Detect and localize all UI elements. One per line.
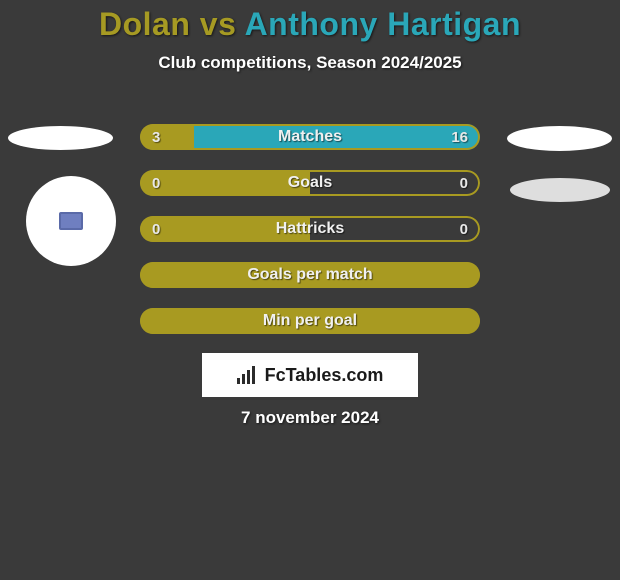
avatar-placeholder-left-1 (8, 126, 113, 150)
comparison-bars: 316Matches 00Goals 00Hattricks Goals per ma… (140, 124, 480, 354)
bar-row: 00Goals (140, 170, 480, 196)
avatar-placeholder-right-2 (510, 178, 610, 202)
bar-label: Matches (140, 124, 480, 150)
bar-row: 00Hattricks (140, 216, 480, 242)
vs-text: vs (190, 6, 244, 42)
date-text: 7 november 2024 (0, 408, 620, 428)
logo-text: FcTables.com (265, 365, 384, 386)
bar-label: Min per goal (140, 308, 480, 334)
player-right-name: Anthony Hartigan (245, 6, 521, 42)
comparison-infographic: Dolan vs Anthony Hartigan Club competiti… (0, 0, 620, 580)
bar-row: Goals per match (140, 262, 480, 288)
bar-label: Hattricks (140, 216, 480, 242)
bar-row: 316Matches (140, 124, 480, 150)
bar-label: Goals (140, 170, 480, 196)
site-logo: FcTables.com (202, 353, 418, 397)
flag-icon (59, 212, 83, 230)
bar-row: Min per goal (140, 308, 480, 334)
subtitle: Club competitions, Season 2024/2025 (0, 53, 620, 73)
avatar-left (26, 176, 116, 266)
bars-icon (237, 366, 259, 384)
bar-label: Goals per match (140, 262, 480, 288)
page-title: Dolan vs Anthony Hartigan (0, 0, 620, 43)
avatar-placeholder-right-1 (507, 126, 612, 151)
player-left-name: Dolan (99, 6, 190, 42)
